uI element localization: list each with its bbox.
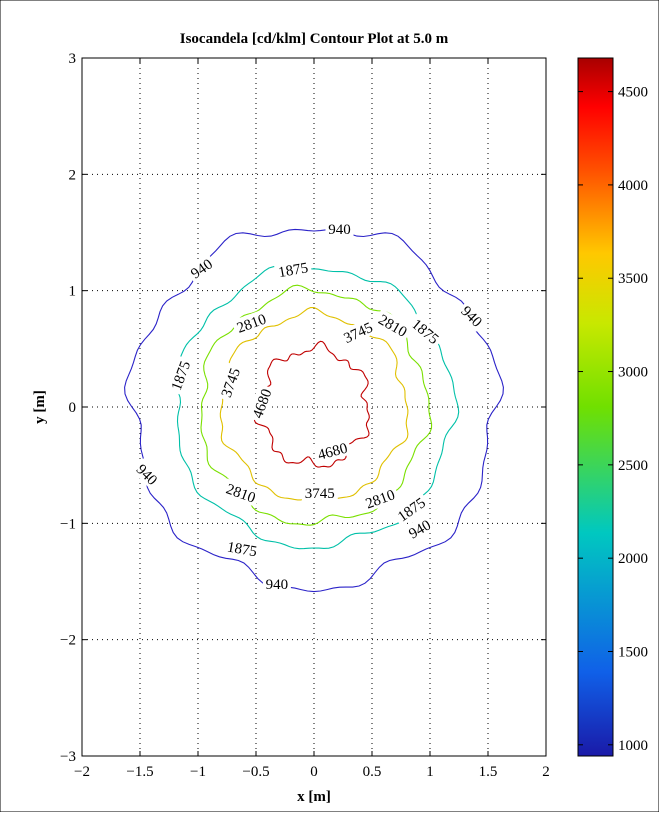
x-tick-label: −1.5 (126, 764, 153, 780)
x-tick-label: −1 (190, 764, 206, 780)
colorbar-tick-label: 1000 (618, 738, 648, 754)
contour-label: 940 (328, 222, 351, 238)
contour-label-group: 940 (325, 220, 354, 238)
y-tick-label: −1 (60, 516, 76, 532)
x-axis-label: x [m] (297, 789, 331, 805)
contour-label-bg (456, 300, 489, 332)
contour-label-bg (273, 257, 313, 281)
contour-label-bg (325, 220, 354, 237)
y-tick-label: 2 (69, 167, 77, 183)
contour-label-group: 940 (262, 574, 291, 593)
contour-label-bg (373, 308, 413, 342)
y-tick-label: 3 (69, 51, 77, 67)
x-tick-label: 0 (310, 764, 318, 780)
colorbar-tick-label: 1500 (618, 644, 648, 660)
contour-label-bg (337, 316, 378, 348)
contour-label: 4680 (316, 441, 349, 464)
contour-label-bg (312, 437, 353, 464)
contour-label-group: 3745 (301, 484, 338, 502)
contour-label-bg (184, 253, 218, 284)
y-tick-label: −3 (60, 749, 76, 765)
y-tick-label: −2 (60, 633, 76, 649)
colorbar-tick-label: 2000 (618, 551, 648, 567)
contour-label: 3745 (305, 486, 335, 502)
contour-label-group: 4680 (312, 437, 353, 464)
contour-label: 1875 (226, 539, 258, 560)
contour-line-940 (124, 228, 504, 593)
contour-label-group: 1875 (222, 536, 262, 560)
contour-label-bg (231, 308, 272, 337)
colorbar (577, 57, 614, 757)
contour-label-group: 1875 (273, 257, 313, 281)
colorbar-tick-label: 3500 (618, 271, 648, 287)
x-tick-label: −0.5 (242, 764, 269, 780)
x-tick-label: 0.5 (363, 764, 382, 780)
contour-label: 1875 (277, 260, 309, 281)
contour-label-bg (406, 312, 445, 350)
chart-title: Isocandela [cd/klm] Contour Plot at 5.0 … (180, 31, 449, 47)
colorbar-ticks: 1000 1500 2000 2500 3000 3500 4000 4500 (578, 85, 648, 754)
x-tick-label: 2 (542, 764, 550, 780)
contour-label-bg (391, 491, 431, 527)
x-tick-label: 1 (426, 764, 434, 780)
y-tick-label: 0 (69, 400, 77, 416)
contour-label-bg (131, 458, 164, 491)
y-axis-label: y [m] (32, 390, 48, 424)
colorbar-tick-label: 2500 (618, 458, 648, 474)
contour-label-bg (247, 383, 276, 424)
contour-line-2810 (200, 284, 433, 526)
contour-label-bg (402, 514, 436, 544)
contour-label-bg (262, 574, 291, 592)
x-tick-label: 1.5 (479, 764, 498, 780)
contour-label-bg (215, 362, 245, 403)
contour-label-bg (301, 484, 338, 502)
x-tick-label: −2 (74, 764, 90, 780)
contour-label-bg (222, 536, 262, 560)
y-tick-label: 1 (69, 284, 77, 300)
contour-label-bg (165, 355, 195, 396)
contour-label-bg (221, 478, 261, 507)
colorbar-tick-label: 3000 (618, 365, 648, 381)
contour-label: 940 (266, 577, 289, 593)
contour-label-bg (360, 484, 400, 513)
colorbar-tick-label: 4000 (618, 178, 648, 194)
colorbar-tick-label: 4500 (618, 85, 648, 101)
contour-line-1875 (173, 266, 460, 550)
